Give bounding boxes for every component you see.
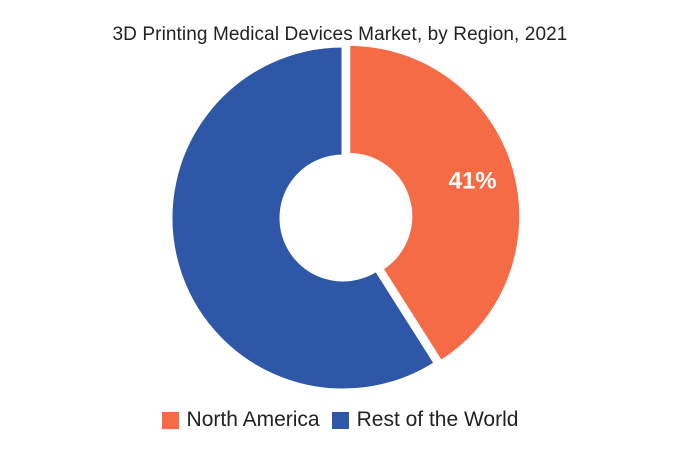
legend-label: Rest of the World [356,408,519,431]
legend-swatch [331,411,349,429]
donut-slice-rest-of-the-world [169,44,438,392]
chart-legend: North America Rest of the World [0,408,680,432]
legend-label: North America [186,408,320,431]
legend-item-rest-of-the-world: Rest of the World [331,408,519,432]
data-label-north-america: 41% [449,167,497,194]
chart-title: 3D Printing Medical Devices Market, by R… [112,24,568,45]
legend-swatch [161,411,179,429]
donut-slice-north-america [347,42,523,364]
legend-item-north-america: North America [161,408,320,432]
